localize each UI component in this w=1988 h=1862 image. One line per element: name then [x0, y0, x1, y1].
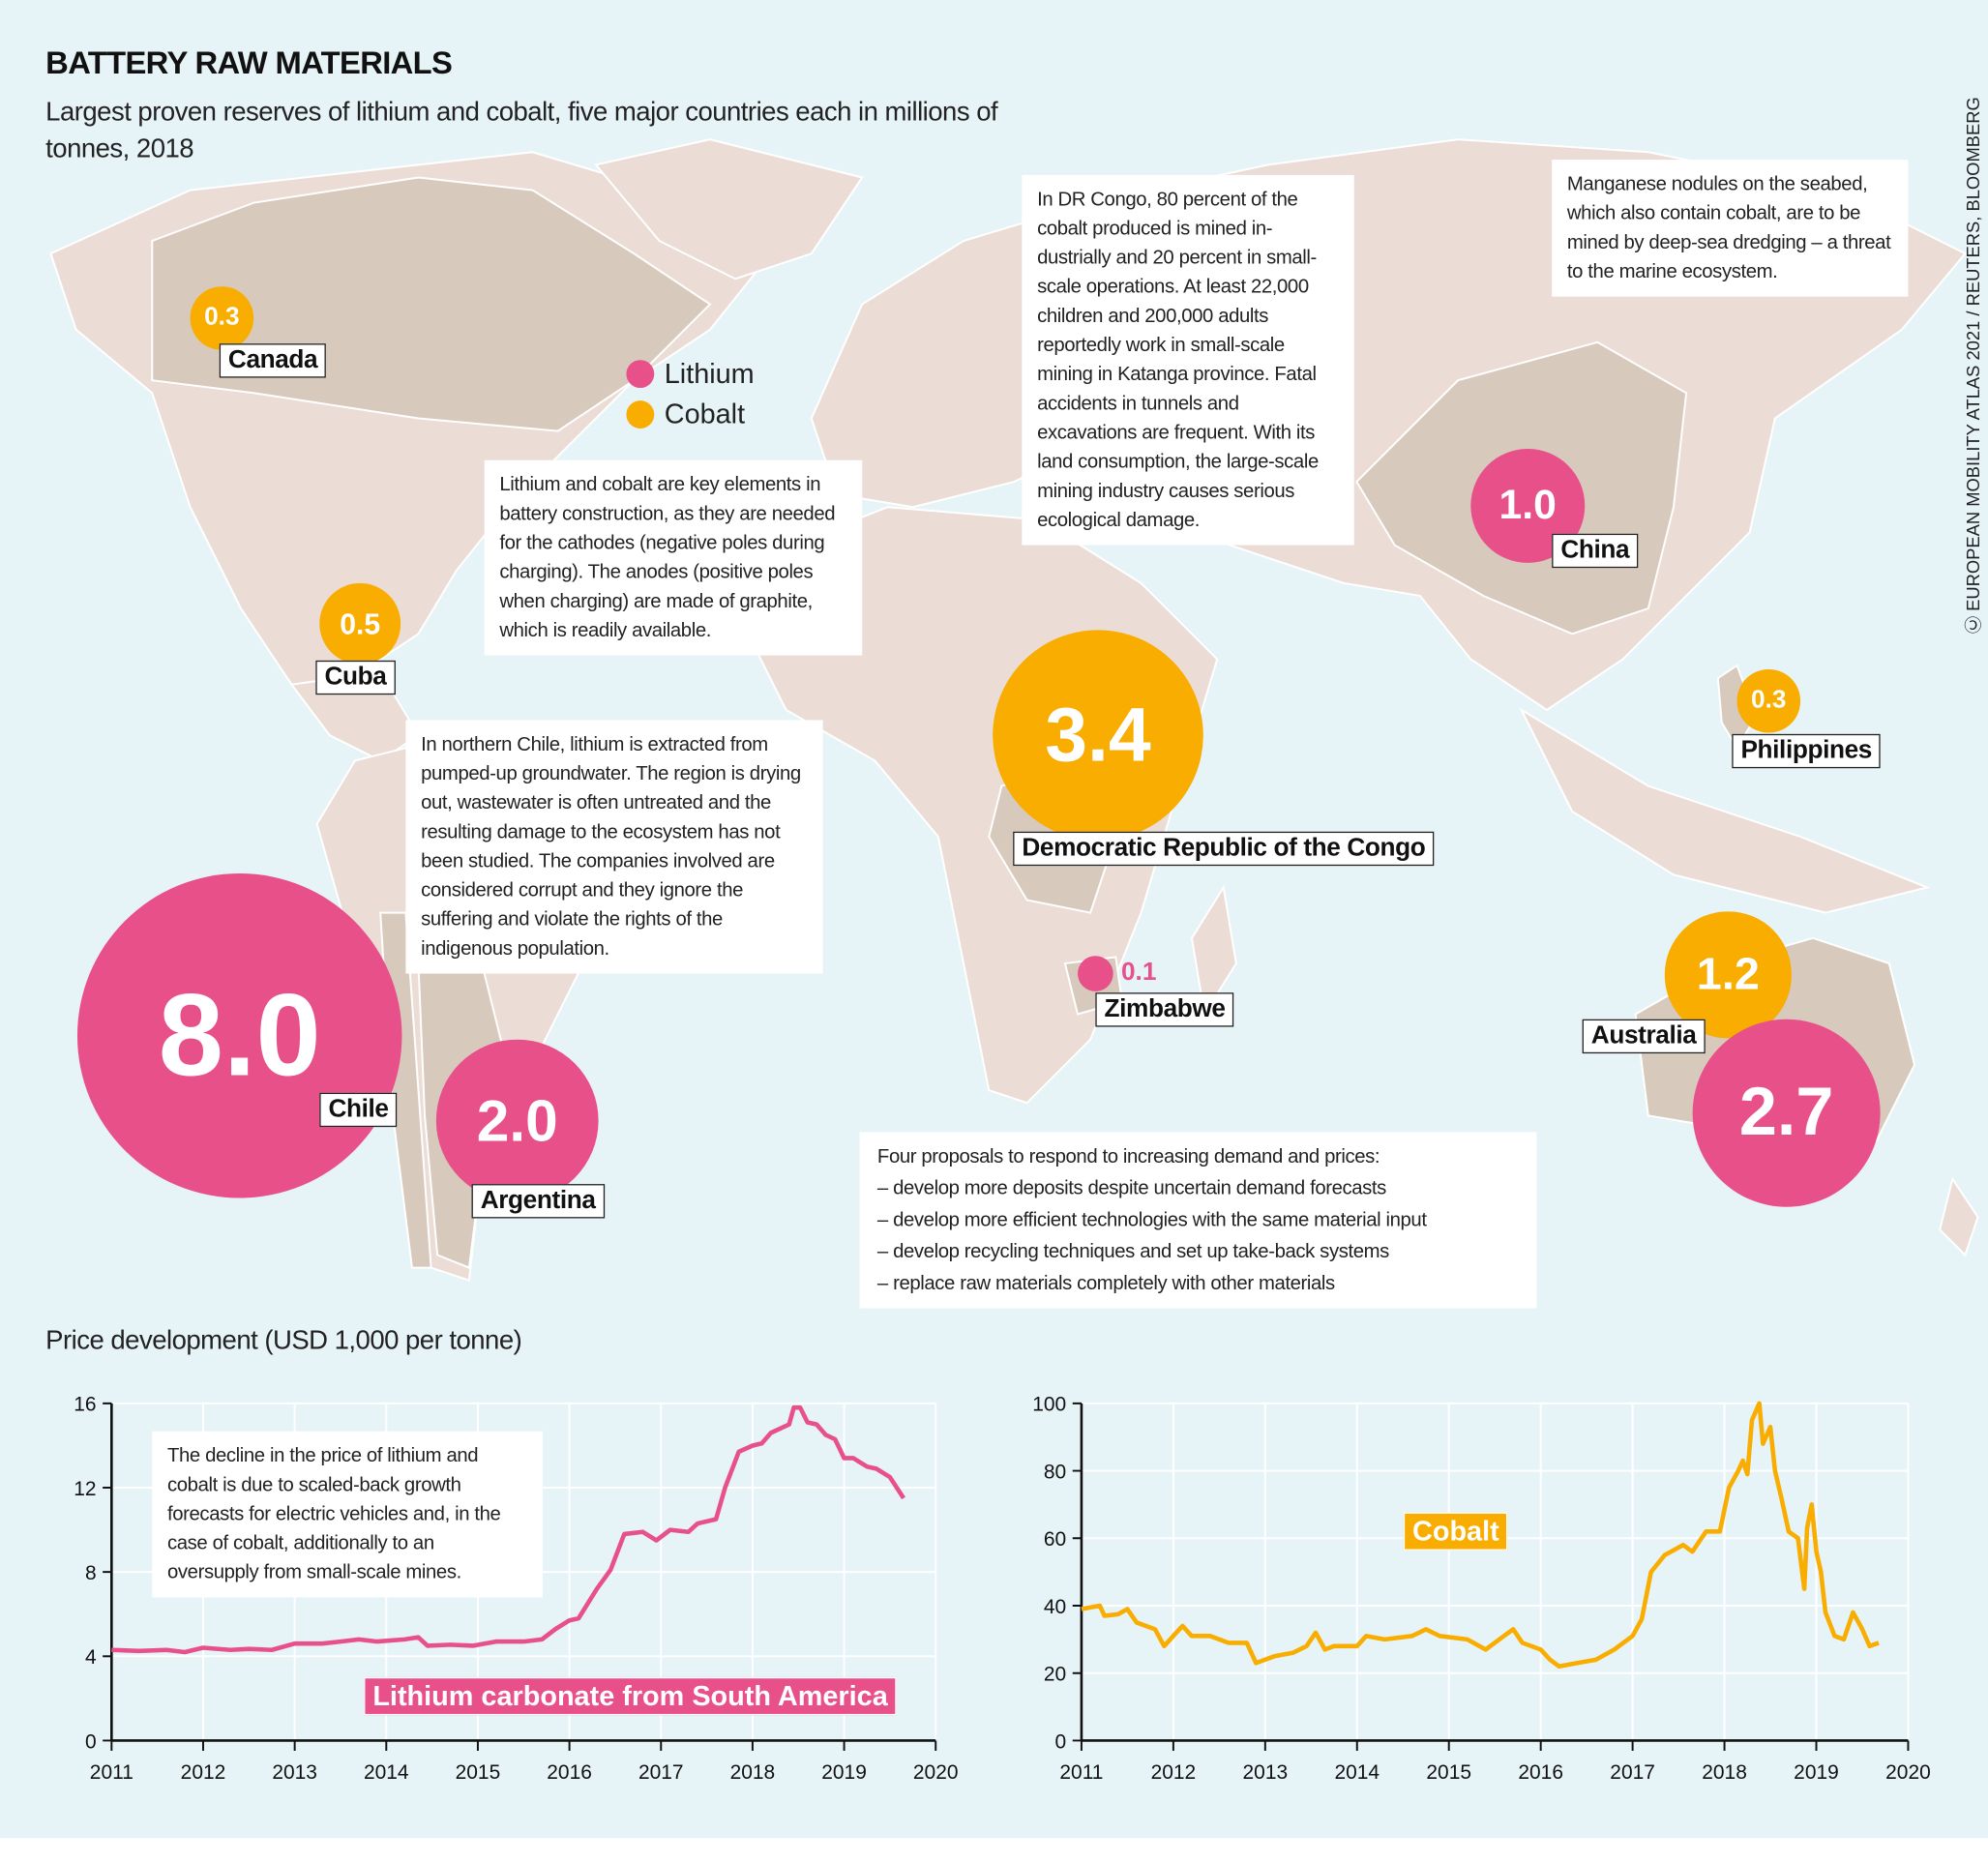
y-tick-label: 80 — [1044, 1461, 1066, 1483]
x-tick-label: 2017 — [638, 1761, 684, 1784]
legend-lithium: Lithium — [626, 357, 755, 391]
y-tick-label: 20 — [1044, 1664, 1066, 1686]
page-title: BATTERY RAW MATERIALS — [45, 45, 453, 81]
reserve-value: 2.7 — [1738, 1076, 1834, 1151]
country-label-cuba: Cuba — [315, 660, 396, 695]
y-tick-label: 60 — [1044, 1528, 1066, 1551]
madagascar-land — [1190, 884, 1237, 1018]
x-tick-label: 2015 — [456, 1761, 501, 1784]
greenland-land — [594, 138, 864, 281]
reserve-value: 0.5 — [340, 606, 381, 640]
proposal-item: – develop more efficient technologies wi… — [876, 1209, 1427, 1231]
x-tick-label: 2020 — [1885, 1761, 1931, 1784]
source-text: EUROPEAN MOBILITY ATLAS 2021 / REUTERS, … — [1962, 97, 1983, 611]
reserve-bubble-cobalt: 0.3 — [1736, 669, 1800, 733]
note-proposals: Four proposals to respond to increasing … — [859, 1132, 1537, 1309]
y-tick-label: 0 — [85, 1730, 97, 1753]
lithium-dot-icon — [626, 360, 655, 389]
y-tick-label: 12 — [74, 1478, 96, 1500]
reserve-bubble-lithium: 2.0 — [435, 1039, 599, 1202]
bottom-margin — [0, 1838, 1988, 1862]
x-tick-label: 2012 — [1151, 1761, 1197, 1784]
cobalt-dot-icon — [626, 400, 655, 429]
legend-label: Lithium — [664, 357, 755, 390]
x-tick-label: 2012 — [181, 1761, 226, 1784]
reserve-value: 1.2 — [1696, 948, 1760, 1000]
reserve-value: 1.0 — [1498, 482, 1557, 528]
cobalt-price-chart: 2011 2012 2013 2014 2015 2016 2017 2018 2019 2020… — [1032, 1394, 1931, 1784]
proposal-item: – develop recycling techniques and set u… — [876, 1241, 1389, 1263]
x-tick-label: 2019 — [1794, 1761, 1839, 1784]
x-tick-label: 2014 — [364, 1761, 409, 1784]
y-tick-label: 4 — [85, 1646, 97, 1669]
x-tick-label: 2020 — [913, 1761, 959, 1784]
reserve-value: 0.1 — [1120, 959, 1157, 988]
x-tick-label: 2011 — [90, 1761, 134, 1784]
note-key-elements: Lithium and cobalt are key elements in b… — [484, 459, 863, 656]
reserve-bubble-cobalt: 0.3 — [190, 286, 253, 350]
reserve-value: 8.0 — [158, 969, 321, 1101]
reserve-bubble-lithium: 8.0 — [76, 873, 402, 1198]
x-tick-label: 2019 — [821, 1761, 867, 1784]
philippines-highlight — [1716, 664, 1758, 751]
country-label-canada: Canada — [219, 343, 327, 378]
y-tick-label: 0 — [1055, 1730, 1067, 1753]
y-tick-label: 16 — [74, 1394, 96, 1416]
y-tick-label: 8 — [85, 1562, 97, 1584]
page-subtitle: Largest proven reserves of lithium and c… — [45, 97, 998, 164]
x-tick-label: 2013 — [272, 1761, 317, 1784]
country-label-drc: Democratic Republic of the Congo — [1013, 831, 1435, 867]
note-congo: In DR Congo, 80 percent of the cobalt pr… — [1022, 174, 1354, 546]
price-line — [1081, 1401, 1880, 1670]
x-tick-label: 2016 — [547, 1761, 592, 1784]
reserve-value: 0.3 — [204, 303, 240, 332]
x-tick-label: 2015 — [1426, 1761, 1471, 1784]
country-label-zimbabwe: Zimbabwe — [1095, 992, 1234, 1027]
new-zealand-land — [1939, 1176, 1979, 1257]
x-tick-label: 2018 — [1702, 1761, 1747, 1784]
reserve-value: 3.4 — [1045, 693, 1151, 779]
country-label-argentina: Argentina — [471, 1184, 605, 1219]
note-chile: In northern Chile, lithium is extracted … — [405, 720, 823, 974]
reserve-bubble-cobalt: 1.2 — [1665, 911, 1792, 1038]
x-tick-label: 2016 — [1518, 1761, 1563, 1784]
reserve-bubble-lithium: 2.7 — [1692, 1019, 1882, 1208]
y-tick-label: 40 — [1044, 1596, 1066, 1618]
cobalt-series-label: Cobalt — [1403, 1512, 1508, 1551]
price-chart-title: Price development (USD 1,000 per tonne) — [45, 1325, 522, 1356]
x-tick-label: 2014 — [1334, 1761, 1380, 1784]
country-label-australia: Australia — [1582, 1019, 1706, 1054]
x-tick-label: 2011 — [1059, 1761, 1103, 1784]
y-tick-label: 100 — [1032, 1394, 1066, 1416]
country-label-china: China — [1552, 533, 1639, 569]
x-tick-label: 2017 — [1610, 1761, 1655, 1784]
proposal-item: – develop more deposits despite uncertai… — [876, 1177, 1386, 1199]
legend-cobalt: Cobalt — [626, 399, 745, 431]
source-credit: Ⓒ EUROPEAN MOBILITY ATLAS 2021 / REUTERS… — [1960, 50, 1985, 634]
x-tick-label: 2013 — [1243, 1761, 1289, 1784]
creative-commons-icon: Ⓒ — [1962, 610, 1983, 635]
country-label-philippines: Philippines — [1732, 733, 1882, 769]
legend-label: Cobalt — [664, 398, 746, 430]
reserve-bubble-lithium: 0.1 — [1077, 955, 1156, 992]
proposals-title: Four proposals to respond to increasing … — [876, 1145, 1380, 1168]
reserve-value: 2.0 — [476, 1087, 558, 1154]
reserve-bubble-cobalt: 0.5 — [319, 582, 401, 665]
reserve-value: 0.3 — [1751, 686, 1787, 715]
proposal-item: – replace raw materials completely with … — [876, 1272, 1335, 1295]
note-seabed: Manganese nodules on the seabed, which a… — [1552, 160, 1909, 297]
country-label-chile: Chile — [319, 1092, 398, 1128]
chart-annotation: The decline in the price of lithium and … — [152, 1431, 543, 1598]
southeast-asia-land — [1519, 707, 1931, 914]
reserve-bubble-cobalt: 3.4 — [992, 629, 1204, 842]
price-line — [111, 1404, 905, 1655]
lithium-series-label: Lithium carbonate from South America — [364, 1676, 897, 1716]
x-tick-label: 2018 — [730, 1761, 776, 1784]
